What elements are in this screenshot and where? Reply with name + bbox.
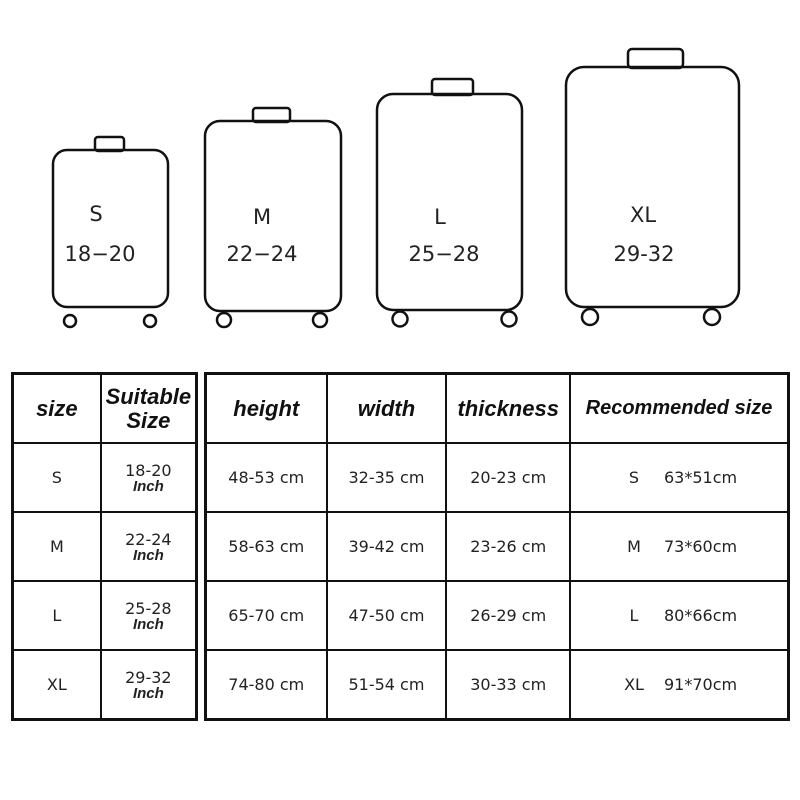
recommended-size-label: M <box>627 537 641 556</box>
suitcase-m-icon <box>203 106 343 329</box>
suitable-size-cell: 22-24 Inch <box>99 511 198 582</box>
size-cell: M <box>11 511 102 582</box>
width-cell: 47-50 cm <box>325 580 448 651</box>
suitcase-size-label: S <box>89 202 103 226</box>
suitcase-xl-icon <box>564 47 741 327</box>
suitable-size-cell: 25-28 Inch <box>99 580 198 651</box>
suitable-size-value: 25-28 <box>125 599 172 619</box>
recommended-size-label: XL <box>624 675 644 694</box>
unit-label: Inch <box>132 616 164 634</box>
suitable-size-cell: 29-32 Inch <box>99 649 198 721</box>
unit-label: Inch <box>132 478 164 496</box>
suitable-size-value: 18-20 <box>125 461 172 481</box>
suitable-size-cell: 18-20 Inch <box>99 442 198 513</box>
height-cell: 65-70 cm <box>204 580 328 651</box>
header-thickness: thickness <box>445 372 572 444</box>
size-cell: S <box>11 442 102 513</box>
suitcase-illustrations <box>51 47 741 329</box>
recommended-size-value: 80*66cm <box>664 606 738 625</box>
thickness-cell: 30-33 cm <box>445 649 572 721</box>
thickness-cell: 20-23 cm <box>445 442 572 513</box>
header-height: height <box>204 372 328 444</box>
width-cell: 39-42 cm <box>325 511 448 582</box>
size-table: size Suitable Size S 18-20 Inch M 22-24 Inch L… <box>11 372 198 721</box>
recommended-size-cell: M 73*60cm <box>569 511 790 582</box>
recommended-size-cell: XL 91*70cm <box>569 649 790 721</box>
size-cell: XL <box>11 649 102 721</box>
recommended-size-value: 91*70cm <box>664 675 738 694</box>
suitcase-size-label: M <box>252 205 272 229</box>
unit-label: Inch <box>132 547 164 565</box>
table-row: 65-70 cm 47-50 cm 26-29 cm L 80*66cm <box>204 580 790 651</box>
table-row: 58-63 cm 39-42 cm 23-26 cm M 73*60cm <box>204 511 790 582</box>
suitcase-size-label: XL <box>629 203 657 227</box>
thickness-cell: 23-26 cm <box>445 511 572 582</box>
height-cell: 74-80 cm <box>204 649 328 721</box>
suitcase-size-label: L <box>434 205 446 229</box>
height-cell: 58-63 cm <box>204 511 328 582</box>
table-row: XL 29-32 Inch <box>11 649 198 721</box>
table-row: 48-53 cm 32-35 cm 20-23 cm S 63*51cm <box>204 442 790 513</box>
suitcase-range-label: 18−20 <box>64 242 136 266</box>
header-width: width <box>325 372 448 444</box>
unit-label: Inch <box>132 685 164 703</box>
recommended-size-cell: S 63*51cm <box>569 442 790 513</box>
suitcase-l-icon <box>375 77 524 328</box>
size-cell: L <box>11 580 102 651</box>
width-cell: 32-35 cm <box>325 442 448 513</box>
header-recommended-size: Recommended size <box>569 372 790 444</box>
recommended-size-value: 73*60cm <box>664 537 738 556</box>
height-cell: 48-53 cm <box>204 442 328 513</box>
suitcase-range-label: 25−28 <box>408 242 480 266</box>
header-size: size <box>11 372 102 444</box>
recommended-size-cell: L 80*66cm <box>569 580 790 651</box>
suitcase-range-label: 22−24 <box>226 242 298 266</box>
dimension-table: height width thickness Recommended size … <box>204 372 790 721</box>
table-row: S 18-20 Inch <box>11 442 198 513</box>
suitable-size-value: 22-24 <box>125 530 172 550</box>
recommended-size-label: S <box>628 468 640 487</box>
suitcase-s-icon <box>51 135 170 329</box>
suitcase-range-label: 29-32 <box>613 242 675 266</box>
table-row: M 22-24 Inch <box>11 511 198 582</box>
header-suitable-size: Suitable Size <box>99 372 198 444</box>
width-cell: 51-54 cm <box>325 649 448 721</box>
table-row: 74-80 cm 51-54 cm 30-33 cm XL 91*70cm <box>204 649 790 721</box>
suitable-size-value: 29-32 <box>125 668 172 688</box>
recommended-size-value: 63*51cm <box>664 468 738 487</box>
recommended-size-label: L <box>629 606 639 625</box>
thickness-cell: 26-29 cm <box>445 580 572 651</box>
table-row: L 25-28 Inch <box>11 580 198 651</box>
